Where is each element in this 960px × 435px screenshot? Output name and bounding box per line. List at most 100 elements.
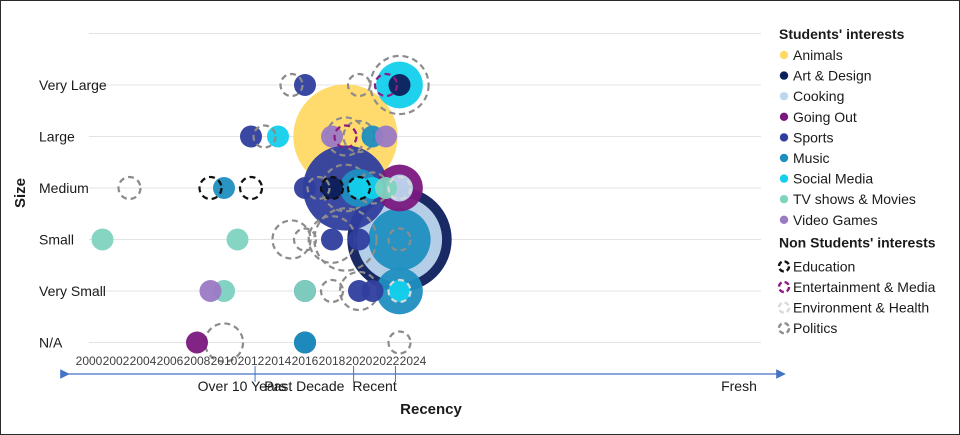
legend-swatch bbox=[779, 112, 789, 122]
bubble-point bbox=[313, 207, 378, 272]
bubble-point bbox=[321, 125, 343, 148]
legend-swatch bbox=[779, 50, 789, 60]
bubble-point bbox=[294, 177, 316, 199]
bubble-point bbox=[375, 177, 397, 199]
bubble-point bbox=[387, 227, 412, 252]
bubble-point bbox=[319, 278, 345, 304]
axes: N/A Very Small Small Medium Large Very Large 2… bbox=[12, 77, 786, 418]
legend-swatch bbox=[777, 260, 791, 273]
gridlines bbox=[89, 33, 761, 343]
bubble-point bbox=[361, 280, 384, 302]
bubble-point bbox=[321, 228, 343, 251]
legend-swatch bbox=[779, 195, 789, 204]
x-tick-label: 2010 bbox=[211, 354, 238, 368]
bubble-point bbox=[346, 175, 372, 201]
bubble-point bbox=[294, 280, 316, 302]
y-tick-label: Very Large bbox=[39, 77, 107, 93]
legend-item-label: Education bbox=[793, 258, 855, 274]
bubble-point bbox=[294, 331, 316, 354]
x-tick-label: 2002 bbox=[103, 354, 130, 368]
legend-swatch bbox=[777, 280, 791, 294]
legend-swatch bbox=[779, 215, 789, 224]
legend-swatch bbox=[779, 133, 789, 142]
bubble-point bbox=[348, 228, 370, 251]
bubble-point bbox=[346, 72, 372, 98]
bubble-point bbox=[388, 280, 411, 302]
legend-item-label: Cooking bbox=[793, 88, 844, 104]
bubble-point bbox=[387, 330, 412, 355]
legend-item-label: Animals bbox=[793, 47, 843, 63]
period-label: Recent bbox=[352, 378, 396, 394]
legend-item-label: Music bbox=[793, 150, 830, 166]
y-tick-label: Large bbox=[39, 129, 75, 145]
bubble-point bbox=[240, 125, 262, 148]
legend-item-label: Going Out bbox=[793, 109, 857, 125]
legend-item-label: Sports bbox=[793, 129, 833, 145]
bubble-point bbox=[199, 280, 222, 302]
x-axis-title: Recency bbox=[400, 401, 462, 418]
bubble-point bbox=[387, 278, 412, 304]
x-tick-label: 2024 bbox=[400, 354, 427, 368]
x-tick-label: 2016 bbox=[292, 354, 319, 368]
x-tick-label: 2020 bbox=[346, 354, 373, 368]
bubble-point bbox=[198, 175, 223, 201]
legend-title-non-students: Non Students' interests bbox=[779, 234, 936, 250]
x-tick-label: 2008 bbox=[184, 354, 211, 368]
x-tick-label: 2006 bbox=[157, 354, 184, 368]
legend-item-label: Social Media bbox=[793, 171, 873, 187]
legend-item-label: Art & Design bbox=[793, 68, 872, 84]
bubble-point bbox=[186, 331, 208, 354]
legend-item-label: Environment & Health bbox=[793, 300, 929, 316]
y-axis-title: Size bbox=[12, 178, 29, 208]
bubble-point bbox=[117, 175, 142, 201]
x-tick-label: 2018 bbox=[319, 354, 346, 368]
bubble-point bbox=[387, 175, 412, 201]
bubble-point bbox=[294, 74, 316, 96]
y-tick-label: Small bbox=[39, 232, 74, 248]
x-tick-label: 2022 bbox=[373, 354, 400, 368]
legend-swatch bbox=[777, 301, 791, 314]
bubble-point bbox=[203, 322, 245, 363]
legend-item-label: TV shows & Movies bbox=[793, 191, 916, 207]
x-tick-label: 2012 bbox=[238, 354, 265, 368]
y-tick-label: N/A bbox=[39, 335, 63, 351]
bubble-point bbox=[213, 177, 235, 199]
x-tick-label: 2000 bbox=[76, 354, 103, 368]
y-tick-label: Medium bbox=[39, 180, 89, 196]
bubble-point bbox=[319, 175, 345, 201]
bubble-point bbox=[279, 72, 304, 98]
legend-item-label: Entertainment & Media bbox=[793, 279, 936, 295]
legend: Students' interests Animals Art & Design Co… bbox=[777, 26, 936, 336]
legend-item-label: Video Games bbox=[793, 212, 878, 228]
legend-swatch bbox=[779, 92, 789, 101]
period-label: Over 10 Years bbox=[198, 378, 287, 394]
bubble-point bbox=[238, 175, 264, 201]
legend-swatch bbox=[779, 153, 789, 163]
bubble-point bbox=[306, 175, 331, 201]
legend-item-label: Politics bbox=[793, 320, 837, 336]
y-tick-label: Very Small bbox=[39, 283, 106, 299]
bubble-point bbox=[368, 208, 431, 271]
bubble-point bbox=[373, 72, 399, 98]
period-label: Past Decade bbox=[264, 378, 344, 394]
bubble-point bbox=[333, 124, 358, 149]
bubble-point bbox=[267, 125, 289, 148]
bubble-point bbox=[226, 228, 249, 251]
x-tick-label: 2004 bbox=[130, 354, 157, 368]
legend-swatch bbox=[777, 322, 791, 335]
bubble-point bbox=[321, 177, 343, 199]
bubble-point bbox=[388, 74, 411, 96]
bubble-point bbox=[252, 124, 277, 149]
legend-swatch bbox=[779, 71, 789, 80]
bubbles bbox=[91, 54, 452, 363]
legend-title-students: Students' interests bbox=[779, 26, 905, 42]
bubble-point bbox=[271, 219, 312, 260]
x-tick-label: 2014 bbox=[265, 354, 292, 368]
bubble-point bbox=[375, 125, 397, 148]
period-label: Fresh bbox=[721, 378, 757, 394]
bubble-point bbox=[91, 228, 114, 251]
bubble-point bbox=[292, 227, 318, 252]
legend-swatch bbox=[779, 174, 789, 183]
